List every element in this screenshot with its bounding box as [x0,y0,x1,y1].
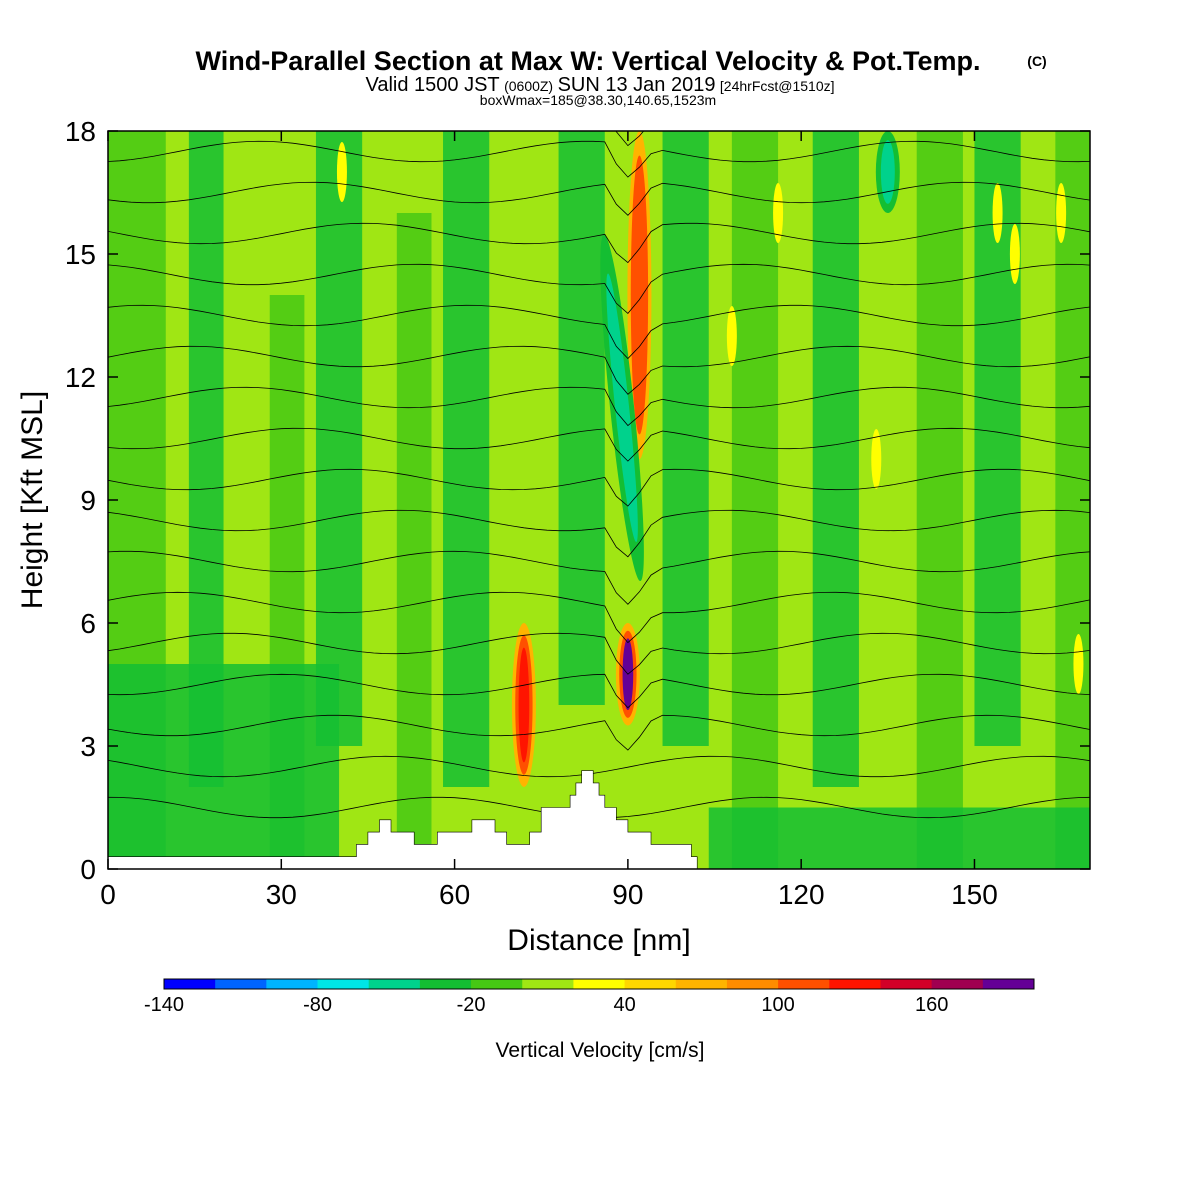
colorbar-swatch [317,979,370,989]
x-tick-label: 0 [100,879,116,910]
x-tick-label: 30 [266,879,297,910]
downdraft-core [880,140,895,204]
colorbar-swatch [215,979,267,989]
x-tick-label: 60 [439,879,470,910]
valid-time-line: Valid 1500 JST (0600Z) SUN 13 Jan 2019 [… [365,74,834,96]
velocity-band [708,807,1090,869]
potential-temperature-contours [108,131,1090,819]
colorbar-swatch [931,979,984,989]
colorbar-swatch [368,979,421,989]
updraft-core [518,647,530,763]
valid-utc: (0600Z) [504,78,553,94]
velocity-band [916,131,963,869]
colorbar-title: Vertical Velocity [cm/s] [496,1039,705,1062]
velocity-cell [1056,183,1067,243]
isentrope-line [108,222,1090,264]
velocity-band [558,131,605,705]
plot-area [108,131,1090,869]
axis-ticks: 0 30 60 90 120 150 0 3 6 9 12 15 18 [65,116,1090,910]
colorbar-swatch [471,979,523,989]
isentrope-line [108,550,1090,605]
velocity-band [731,131,779,869]
velocity-cell [992,183,1003,243]
isentrope-line [108,263,1090,314]
colorbar-swatch [880,979,933,989]
terrain [108,770,1090,869]
y-tick-label: 9 [80,485,96,516]
colorbar-frame [163,978,1035,990]
isentrope-line [108,673,1090,709]
y-tick-label: 12 [65,362,96,393]
velocity-field [108,131,1090,869]
boxmax-info: boxWmax=185@38.30,140.65,1523m [480,92,716,108]
valid-prefix: Valid 1500 JST [365,74,499,96]
isentrope-line [108,304,1090,360]
isentrope-line [108,427,1090,462]
velocity-cell [871,429,882,489]
velocity-band [662,131,709,746]
x-tick-label: 120 [778,879,825,910]
x-axis-title: Distance [nm] [507,924,690,957]
valid-date: SUN 13 Jan 2019 [558,74,716,96]
velocity-cell [773,183,784,243]
colorbar-tick-label: -80 [303,994,332,1016]
x-tick-label: 150 [951,879,998,910]
velocity-cell [726,306,737,366]
colorbar-swatch [573,979,626,989]
isentrope-line [108,591,1090,644]
colorbar-swatch [164,979,216,989]
copyright-mark: (C) [1027,53,1046,69]
isentrope-line [108,468,1090,507]
y-tick-label: 18 [65,116,96,147]
isentrope-line [108,181,1090,216]
isentrope-line [108,386,1090,427]
colorbar-tick-label: -140 [144,994,184,1016]
velocity-cell [1009,224,1020,284]
velocity-band [108,664,340,869]
y-tick-label: 6 [80,608,96,639]
colorbar: -140 -80 -20 40 100 160 [144,978,1035,1016]
velocity-band [443,131,490,787]
velocity-band [812,131,859,787]
velocity-band [315,131,363,746]
x-tick-label: 90 [612,879,643,910]
colorbar-swatch [522,979,574,989]
y-tick-label: 15 [65,239,96,270]
y-tick-label: 3 [80,731,96,762]
chart-title: Wind-Parallel Section at Max W: Vertical… [196,46,981,76]
velocity-band [396,213,432,869]
isentrope-line [108,755,1090,778]
colorbar-tick-label: 40 [613,994,635,1016]
y-axis-title: Height [Kft MSL] [16,391,49,609]
colorbar-tick-label: 160 [915,994,948,1016]
isentrope-line [108,140,1090,178]
colorbar-swatch [726,979,779,989]
updraft-core [634,180,645,410]
colorbar-swatch [982,979,1035,989]
forecast-info: [24hrFcst@1510z] [720,78,835,94]
velocity-cell [1073,634,1084,694]
colorbar-swatch [675,979,728,989]
downdraft-core [606,273,638,543]
colorbar-swatch [266,979,319,989]
isentrope-line [108,345,1090,395]
y-tick-label: 0 [80,854,96,885]
isentrope-line [108,509,1090,558]
isentrope-line [108,632,1090,675]
colorbar-swatch [778,979,830,989]
colorbar-swatch [419,979,472,989]
isentrope-line [108,714,1090,751]
colorbar-tick-label: 100 [761,994,794,1016]
colorbar-tick-label: -20 [457,994,486,1016]
velocity-cell [336,142,347,202]
colorbar-swatch [624,979,677,989]
colorbar-swatch [829,979,881,989]
